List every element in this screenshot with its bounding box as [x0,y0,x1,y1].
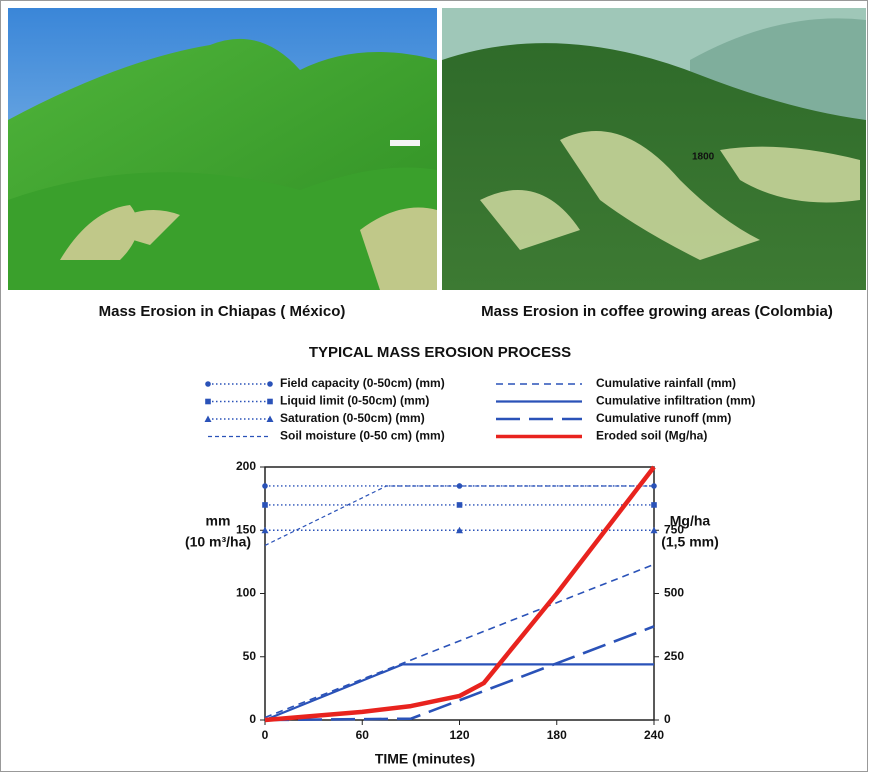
marker [205,416,212,423]
marker [267,416,274,423]
y-tick-label: 50 [243,649,257,663]
y2-tick-label: 500 [664,586,684,600]
photo-colombia: 1800 [442,8,866,290]
y2-tick-label: 750 [664,522,684,536]
legend-label: Soil moisture (0-50 cm) (mm) [280,429,445,443]
x-tick-label: 60 [356,728,370,742]
y-tick-label: 100 [236,586,256,600]
marker [205,381,211,387]
series-line [265,486,654,545]
marker [262,483,268,489]
marker [205,399,211,405]
y-tick-label: 0 [249,712,256,726]
x-tick-label: 120 [449,728,469,742]
x-axis-label: TIME (minutes) [375,751,475,767]
series-line [265,664,654,720]
legend-label: Liquid limit (0-50cm) (mm) [280,394,429,408]
y2-tick-label: 250 [664,649,684,663]
legend-label: Cumulative runoff (mm) [596,411,731,425]
x-tick-label: 240 [644,728,664,742]
marker [651,502,657,508]
y-tick-label: 150 [236,522,256,536]
x-tick-label: 0 [262,728,269,742]
marker [267,399,273,405]
marker [267,381,273,387]
chart-title: TYPICAL MASS EROSION PROCESS [309,344,571,361]
legend-label: Cumulative infiltration (mm) [596,394,755,408]
photo-marker: 1800 [692,152,715,163]
legend-label: Field capacity (0-50cm) (mm) [280,376,445,390]
x-tick-label: 180 [547,728,567,742]
y-axis-label: mm [206,513,231,529]
photo-caption: Mass Erosion in coffee growing areas (Co… [481,303,833,320]
legend-label: Cumulative rainfall (mm) [596,376,736,390]
photo-caption: Mass Erosion in Chiapas ( México) [99,303,346,320]
marker [457,502,463,508]
y-tick-label: 200 [236,459,256,473]
marker [262,502,268,508]
figure: 1800 Mass Erosion in Chiapas ( México) M… [0,0,869,773]
y2-tick-label: 0 [664,712,671,726]
legend-label: Eroded soil (Mg/ha) [596,429,707,443]
legend-label: Saturation (0-50cm) (mm) [280,411,425,425]
photo-chiapas [8,8,437,290]
